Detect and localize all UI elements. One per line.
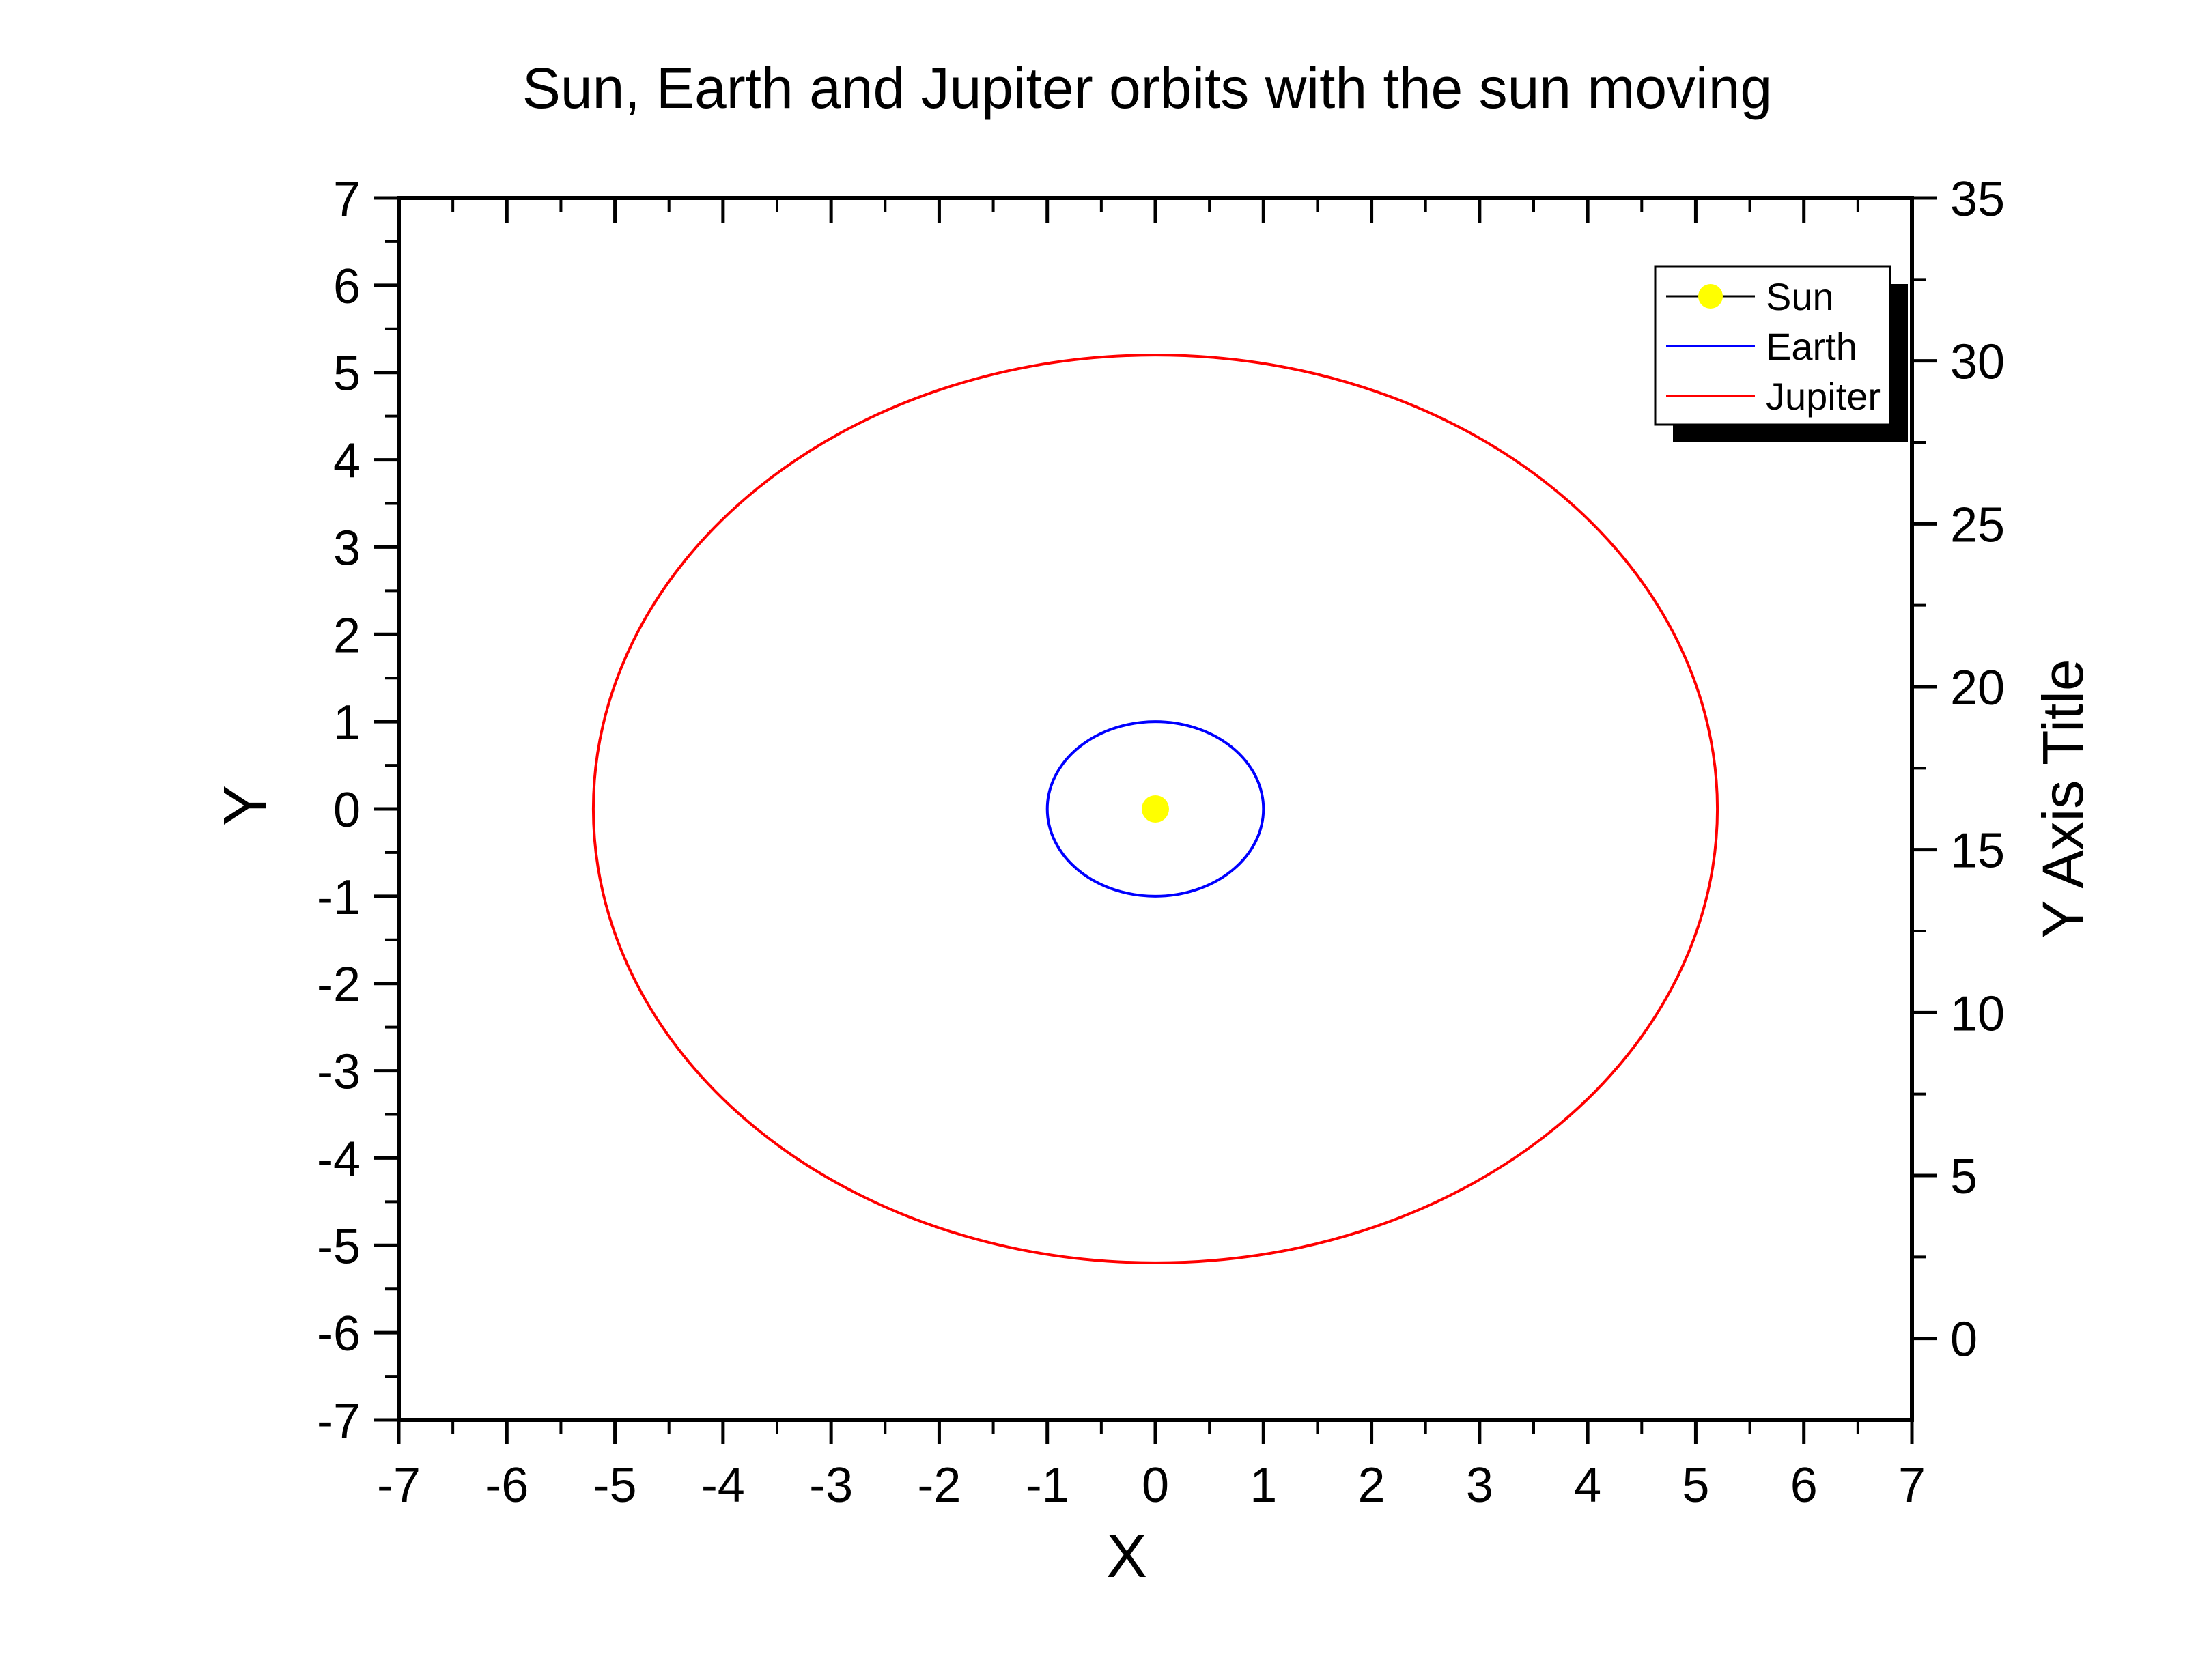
y-tick-label: -4 [317, 1132, 361, 1186]
x-tick-label: -4 [701, 1458, 745, 1513]
y-tick-label: 7 [333, 172, 361, 227]
y-tick-label: -7 [317, 1394, 361, 1449]
y-tick-label: 1 [333, 696, 361, 750]
x-tick-label: -1 [1026, 1458, 1069, 1513]
y-tick-label: 6 [333, 259, 361, 314]
y-tick-label: 0 [333, 783, 361, 838]
y-axis-label: Y [212, 785, 280, 826]
legend-marker-sun [1698, 284, 1723, 309]
x-tick-label: -5 [593, 1458, 637, 1513]
legend-label-jupiter: Jupiter [1766, 375, 1881, 418]
x-tick-label: 1 [1250, 1458, 1277, 1513]
x-tick-label: 4 [1574, 1458, 1601, 1513]
x-tick-label: 7 [1898, 1458, 1926, 1513]
x-tick-label: -2 [917, 1458, 961, 1513]
x-axis-label: X [1106, 1522, 1147, 1591]
y2-tick-label: 25 [1950, 498, 2005, 552]
y2-tick-label: 20 [1950, 661, 2005, 715]
y-tick-label: 5 [333, 347, 361, 401]
x-tick-label: 3 [1466, 1458, 1493, 1513]
y2-tick-label: 30 [1950, 335, 2005, 390]
y-tick-label: -5 [317, 1219, 361, 1274]
x-tick-label: 5 [1682, 1458, 1709, 1513]
y2-tick-label: 35 [1950, 172, 2005, 227]
y2-tick-label: 0 [1950, 1313, 1977, 1367]
y-tick-label: -1 [317, 870, 361, 925]
x-tick-label: -7 [377, 1458, 421, 1513]
y-tick-label: 4 [333, 434, 361, 489]
legend-label-sun: Sun [1766, 275, 1834, 318]
chart-title: Sun, Earth and Jupiter orbits with the s… [522, 56, 1772, 120]
y2-tick-label: 5 [1950, 1150, 1977, 1204]
y-tick-label: -2 [317, 958, 361, 1012]
legend-label-earth: Earth [1766, 325, 1857, 368]
x-tick-label: 6 [1790, 1458, 1818, 1513]
y-tick-label: 2 [333, 608, 361, 663]
x-tick-label: 2 [1358, 1458, 1385, 1513]
y-tick-label: 3 [333, 521, 361, 575]
y2-tick-label: 15 [1950, 824, 2005, 879]
y-tick-label: -3 [317, 1045, 361, 1100]
y2-axis-label: Y Axis Title [2031, 659, 2095, 938]
series-jupiter-orbit [591, 354, 1719, 1264]
series-earth-orbit [1045, 720, 1265, 898]
x-tick-label: 0 [1142, 1458, 1169, 1513]
y2-tick-label: 10 [1950, 986, 2005, 1041]
series-sun-point [1142, 795, 1169, 823]
y-tick-label: -6 [317, 1307, 361, 1361]
x-tick-label: -6 [485, 1458, 529, 1513]
x-tick-label: -3 [809, 1458, 853, 1513]
